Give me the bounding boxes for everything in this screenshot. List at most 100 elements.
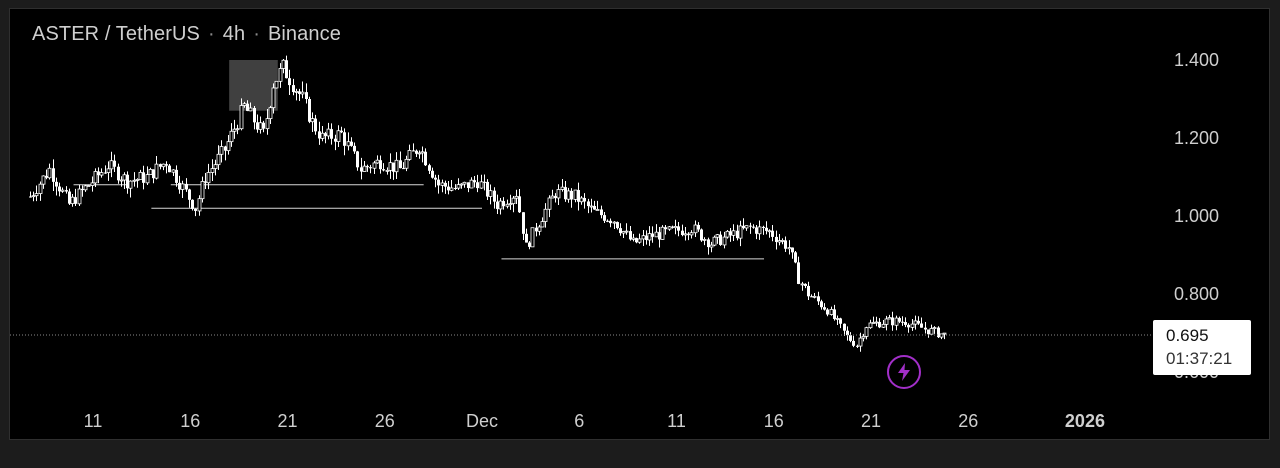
candle-body bbox=[154, 163, 159, 179]
candle-body bbox=[479, 181, 484, 189]
candle-body bbox=[142, 172, 145, 183]
candle-body bbox=[152, 169, 155, 179]
candle-body bbox=[901, 321, 904, 323]
candle-body bbox=[907, 324, 910, 328]
candle-body bbox=[547, 197, 552, 210]
candle-body bbox=[511, 197, 516, 205]
candle-body bbox=[346, 141, 351, 147]
candle-body bbox=[449, 187, 454, 191]
candle-body bbox=[360, 167, 363, 172]
candle-body bbox=[350, 141, 353, 146]
x-tick-label: 11 bbox=[84, 411, 103, 431]
candle-body bbox=[677, 226, 680, 231]
highlight-box bbox=[229, 60, 278, 111]
candle-body bbox=[462, 181, 467, 185]
candle-body bbox=[673, 226, 678, 229]
candle-body bbox=[336, 130, 341, 142]
y-tick-label: 1.400 bbox=[1174, 50, 1219, 70]
candle-body bbox=[292, 85, 295, 93]
candle-body bbox=[522, 212, 525, 234]
candle-body bbox=[258, 122, 263, 130]
candle-body bbox=[577, 190, 580, 202]
candle-body bbox=[595, 209, 600, 211]
x-tick-label: Dec bbox=[466, 411, 498, 431]
candle-body bbox=[660, 226, 665, 240]
candle-body bbox=[878, 321, 881, 328]
candle-body bbox=[188, 189, 191, 200]
candle-body bbox=[219, 146, 224, 155]
candle-body bbox=[58, 186, 61, 192]
candle-body bbox=[334, 138, 337, 142]
candle-body bbox=[324, 133, 327, 136]
candle-body bbox=[725, 230, 730, 238]
candle-body bbox=[402, 168, 405, 170]
candle-body bbox=[942, 332, 947, 335]
x-tick-label: 6 bbox=[574, 411, 584, 431]
candle-body bbox=[603, 215, 606, 221]
last-price-value: 0.695 bbox=[1166, 326, 1209, 345]
lightning-badge[interactable] bbox=[887, 355, 921, 389]
candle-body bbox=[262, 122, 265, 129]
candle-body bbox=[887, 317, 892, 320]
candle-body bbox=[904, 322, 907, 325]
candle-body bbox=[606, 220, 609, 222]
candle-body bbox=[742, 225, 745, 228]
candle-body bbox=[165, 164, 168, 166]
candle-body bbox=[579, 197, 584, 203]
candle-body bbox=[927, 329, 930, 335]
candle-body bbox=[197, 198, 202, 212]
candle-body bbox=[52, 168, 55, 182]
candle-body bbox=[31, 195, 36, 198]
candle-body bbox=[731, 230, 736, 236]
candle-body bbox=[424, 151, 427, 166]
candle-body bbox=[874, 321, 879, 324]
candle-body bbox=[762, 226, 765, 228]
candle-body bbox=[469, 179, 474, 189]
candle-body bbox=[191, 199, 194, 209]
candle-body bbox=[573, 189, 578, 200]
x-tick-label: 11 bbox=[667, 411, 686, 431]
candle-body bbox=[560, 186, 565, 190]
candle-body bbox=[775, 236, 778, 242]
candle-body bbox=[180, 183, 185, 190]
candle-body bbox=[29, 196, 32, 198]
candle-body bbox=[550, 195, 555, 199]
candle-body bbox=[566, 190, 571, 200]
candle-body bbox=[216, 153, 221, 166]
candle-body bbox=[609, 220, 612, 224]
candle-body bbox=[379, 160, 382, 170]
candle-body bbox=[861, 336, 866, 339]
candle-body bbox=[829, 309, 834, 315]
candle-body bbox=[514, 195, 519, 199]
candle-body bbox=[496, 201, 499, 209]
candle-body bbox=[41, 175, 46, 185]
candle-body bbox=[90, 182, 95, 186]
x-tick-label: 21 bbox=[861, 411, 881, 431]
candle-body bbox=[171, 169, 176, 173]
candle-body bbox=[473, 180, 476, 183]
x-tick-label: 16 bbox=[764, 411, 784, 431]
candle-body bbox=[654, 231, 659, 238]
candle-body bbox=[812, 295, 817, 298]
candle-body bbox=[839, 318, 842, 324]
candle-body bbox=[444, 182, 447, 187]
candle-body bbox=[229, 130, 234, 143]
candle-body bbox=[856, 345, 859, 347]
separator: · bbox=[207, 23, 215, 45]
candle-body bbox=[428, 165, 431, 171]
candle-body bbox=[929, 328, 934, 335]
candle-body bbox=[106, 168, 111, 173]
separator: · bbox=[253, 23, 260, 45]
candle-body bbox=[767, 230, 772, 233]
candle-body bbox=[528, 242, 531, 247]
candle-body bbox=[791, 247, 794, 253]
candle-body bbox=[937, 327, 940, 338]
candle-body bbox=[178, 182, 181, 190]
candle-body bbox=[320, 132, 325, 139]
candle-body bbox=[683, 233, 688, 236]
candle-body bbox=[658, 232, 661, 240]
candle-body bbox=[119, 179, 124, 182]
candle-body bbox=[486, 181, 489, 197]
